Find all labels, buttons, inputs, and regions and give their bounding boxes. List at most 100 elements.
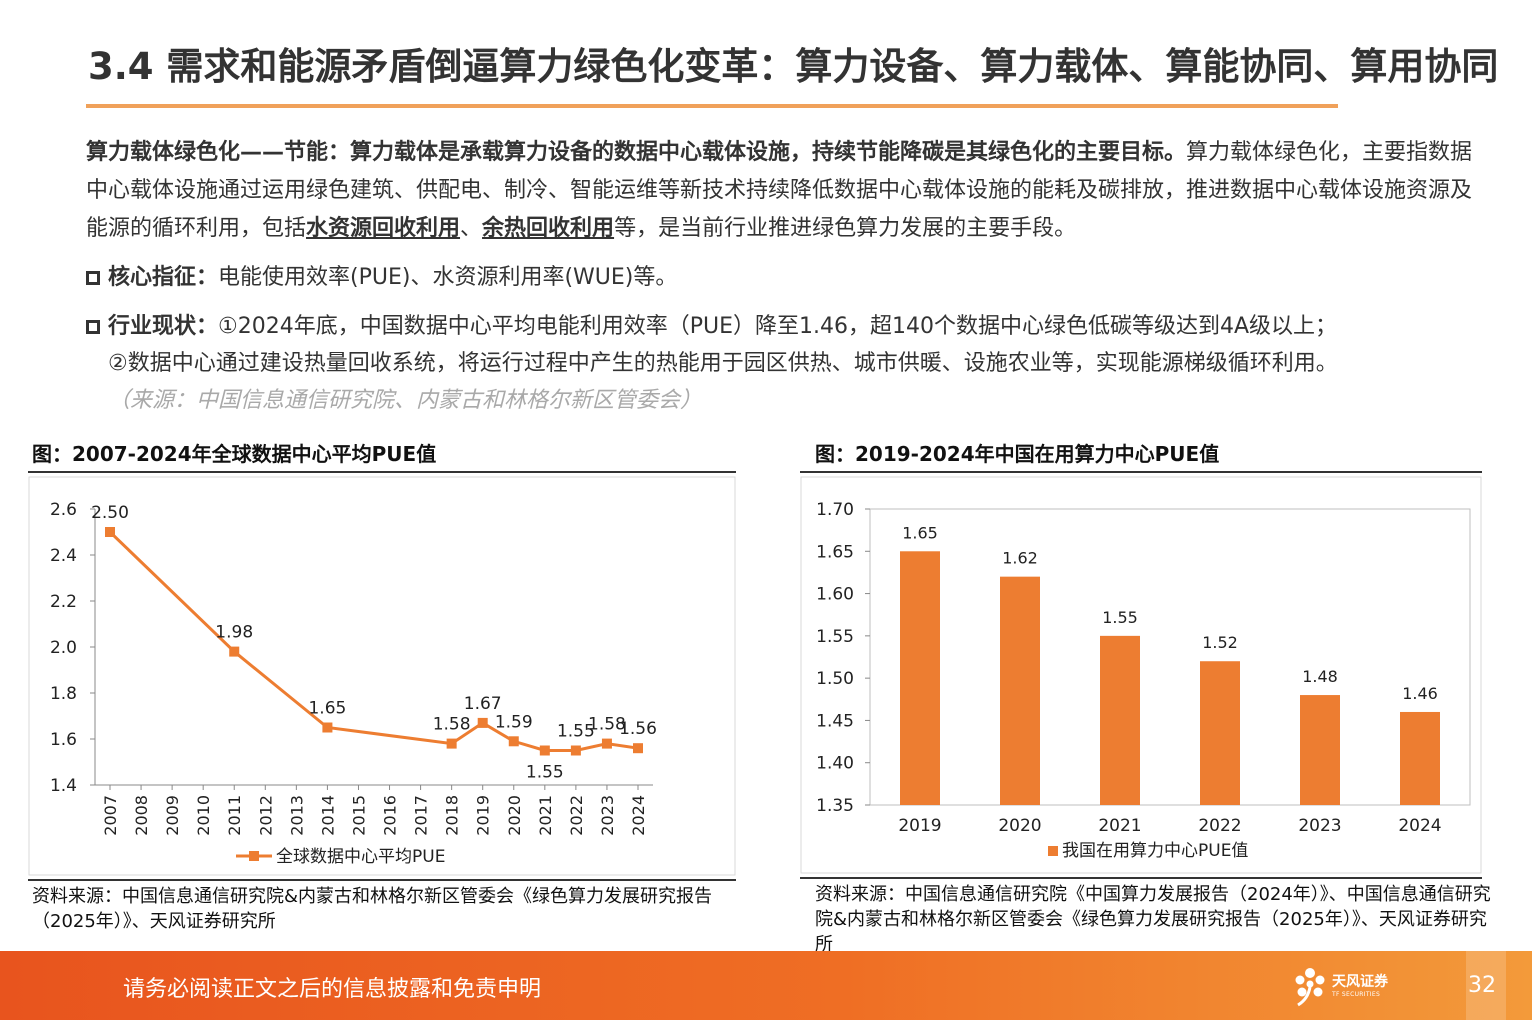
page-number: 32 — [1468, 973, 1496, 998]
x-tick-label: 2009 — [163, 795, 182, 836]
data-label: 1.59 — [495, 712, 533, 732]
checkbox-icon — [86, 271, 100, 285]
x-tick-label: 2019 — [474, 795, 493, 836]
chart-global-pue: 1.4 1.6 1.8 2.0 2.2 2.4 2.6 2007 2008 2009 2010 201… — [28, 476, 736, 876]
data-label: 1.52 — [1202, 633, 1238, 652]
checkbox-icon — [86, 320, 100, 334]
x-tick-label: 2007 — [101, 795, 120, 836]
legend-label: 全球数据中心平均PUE — [276, 847, 445, 867]
intro-lead: 算力载体绿色化——节能：算力载体是承载算力设备的数据中心载体设施，持续节能降碳是… — [86, 140, 1187, 165]
bullet-status-line-2: ②数据中心通过建设热量回收系统，将运行过程中产生的热能用于园区供热、城市供暖、设… — [108, 351, 1338, 376]
figure-right-rule — [800, 471, 1482, 473]
figure-left-title: 图：2007-2024年全球数据中心平均PUE值 — [32, 442, 437, 466]
bullet-core-text: 电能使用效率(PUE)、水资源利用率(WUE)等。 — [218, 265, 678, 290]
bullet-core: 核心指征：电能使用效率(PUE)、水资源利用率(WUE)等。 — [86, 259, 1506, 296]
data-point — [446, 738, 457, 749]
page-number-box — [1466, 951, 1506, 1020]
y-tick-label: 1.40 — [816, 754, 854, 774]
data-label: 1.67 — [464, 694, 502, 714]
figure-left-rule — [28, 471, 736, 473]
x-tick-label: 2020 — [505, 795, 524, 836]
chart-china-pue: 1.35 1.40 1.45 1.50 1.55 1.60 1.65 1.70 2019 2020… — [800, 476, 1482, 874]
footer-bar: 请务必阅读正文之后的信息披露和免责申明 天风证券 TF SECURITIES 3… — [0, 951, 1532, 1020]
data-point — [539, 745, 550, 756]
legend-marker — [249, 851, 259, 861]
data-point — [601, 738, 612, 749]
series-line — [108, 530, 639, 752]
data-point — [508, 736, 519, 747]
chart-frame — [28, 476, 736, 876]
bullet-status-label: 行业现状： — [108, 314, 219, 339]
x-tick-label: 2023 — [598, 795, 617, 836]
bar — [1100, 635, 1140, 805]
data-label: 2.50 — [91, 503, 129, 523]
x-tick-label: 2013 — [287, 795, 306, 836]
data-label: 1.55 — [557, 722, 595, 742]
x-tick-label: 2019 — [898, 816, 941, 836]
bullet-status-source: （来源：中国信息通信研究院、内蒙古和林格尔新区管委会） — [108, 388, 703, 413]
data-label: 1.65 — [308, 699, 346, 719]
data-label: 1.62 — [1002, 549, 1038, 568]
page-title: 3.4 需求和能源矛盾倒逼算力绿色化变革：算力设备、算力载体、算能协同、算用协同 — [88, 45, 1499, 88]
data-label: 1.55 — [526, 763, 564, 783]
bullet-status-line-1: ①2024年底，中国数据中心平均电能利用效率（PUE）降至1.46，超140个数… — [218, 314, 1338, 339]
intro-text-2: 等，是当前行业推进绿色算力发展的主要手段。 — [614, 216, 1077, 241]
x-tick-label: 2022 — [567, 795, 586, 836]
y-tick-label: 1.35 — [816, 796, 854, 816]
intro-paragraph: 算力载体绿色化——节能：算力载体是承载算力设备的数据中心载体设施，持续节能降碳是… — [86, 134, 1486, 248]
x-tick-label: 2022 — [1198, 816, 1241, 836]
bar — [1400, 711, 1440, 805]
x-tick-label: 2008 — [132, 795, 151, 836]
figure-right-source: 资料来源：中国信息通信研究院《中国算力发展报告（2024年）》、中国信息通信研究… — [815, 884, 1491, 955]
y-tick-label: 1.50 — [816, 669, 854, 689]
y-tick-label: 1.60 — [816, 585, 854, 605]
bullet-core-label: 核心指征： — [108, 265, 219, 290]
plot-area — [869, 508, 1471, 806]
data-label: 1.56 — [619, 719, 657, 739]
x-tick-label: 2023 — [1298, 816, 1341, 836]
footer-disclaimer[interactable]: 请务必阅读正文之后的信息披露和免责申明 — [123, 977, 542, 1002]
bar — [1300, 695, 1340, 805]
y-tick-label: 1.8 — [50, 684, 77, 704]
flower-logo-icon — [1295, 968, 1325, 1007]
brand-logo: 天风证券 TF SECURITIES — [1290, 965, 1430, 1009]
x-tick-label: 2012 — [256, 795, 275, 836]
data-label: 1.48 — [1302, 667, 1338, 686]
data-label: 1.65 — [902, 523, 938, 542]
x-tick-label: 2016 — [381, 795, 400, 836]
x-tick-label: 2024 — [1398, 816, 1441, 836]
bar — [1000, 576, 1040, 805]
x-tick-label: 2015 — [349, 795, 368, 836]
data-point — [322, 722, 333, 733]
y-tick-label: 2.2 — [50, 592, 77, 612]
y-tick-label: 1.45 — [816, 711, 854, 731]
y-tick-label: 1.4 — [50, 776, 77, 796]
x-tick-label: 2014 — [318, 795, 337, 836]
figure-right-title: 图：2019-2024年中国在用算力中心PUE值 — [815, 442, 1220, 466]
data-point — [633, 743, 643, 754]
x-tick-label: 2024 — [629, 795, 648, 836]
y-tick-label: 1.70 — [816, 500, 854, 520]
x-tick-label: 2011 — [225, 795, 244, 836]
data-label: 1.98 — [215, 623, 253, 643]
y-tick-label: 1.6 — [50, 730, 77, 750]
y-tick-label: 2.6 — [50, 500, 77, 520]
bar — [1200, 661, 1240, 805]
y-tick-label: 2.4 — [50, 546, 77, 566]
intro-text-1: 算力载体绿色化，主要指数据中心载体设施通过运用绿色建筑、供配电、制冷、智能运维等… — [86, 140, 1473, 241]
x-tick-label: 2021 — [1098, 816, 1141, 836]
x-tick-label: 2010 — [194, 795, 213, 836]
figure-left-bottom-rule — [28, 879, 736, 881]
data-label: 1.46 — [1402, 684, 1438, 703]
data-point — [229, 646, 240, 657]
chart-frame — [800, 476, 1482, 874]
x-tick-label: 2018 — [443, 795, 462, 836]
legend-label: 我国在用算力中心PUE值 — [1062, 841, 1248, 861]
link-water-recycling[interactable]: 水资源回收利用 — [306, 216, 461, 241]
data-point — [570, 745, 581, 756]
bullet-status: 行业现状：①2024年底，中国数据中心平均电能利用效率（PUE）降至1.46，超… — [86, 308, 1506, 419]
y-tick-label: 1.55 — [816, 627, 854, 647]
intro-separator: 、 — [460, 216, 483, 241]
link-heat-recovery[interactable]: 余热回收利用 — [482, 216, 615, 241]
data-point — [477, 717, 488, 728]
